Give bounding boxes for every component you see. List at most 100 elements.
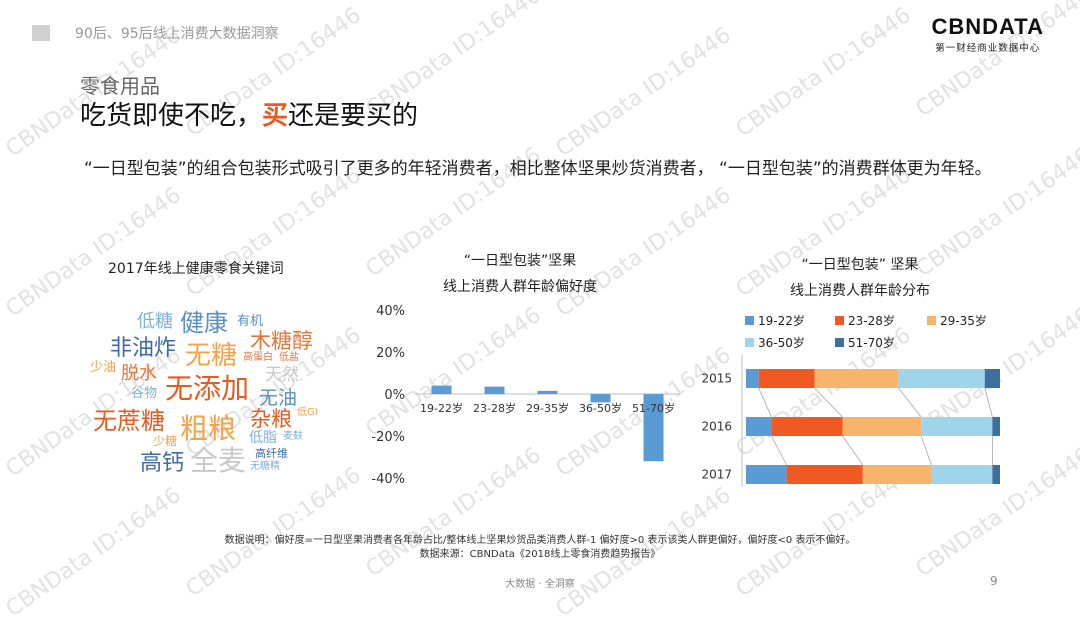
distribution-segment — [992, 417, 1000, 436]
logo-main: CBNDATA — [931, 14, 1044, 39]
y-tick-label: 0% — [384, 388, 405, 403]
wordcloud-word: 低GI — [297, 407, 318, 418]
x-tick-label: 19-22岁 — [420, 401, 463, 415]
wordcloud-word: 无油 — [259, 387, 298, 409]
year-label: 2016 — [701, 420, 732, 434]
slide-subtitle: 零食用品 — [80, 74, 160, 98]
wordcloud-word: 全麦 — [190, 444, 247, 477]
headline-post: 还是要买的 — [288, 101, 419, 131]
distribution-segment — [746, 465, 787, 484]
wordcloud-word: 低盐 — [279, 352, 299, 363]
legend-swatch — [745, 316, 754, 325]
distribution-segment — [898, 369, 985, 388]
data-source: 数据来源：CBNData《2018线上零食消费趋势报告》 — [419, 549, 661, 560]
distribution-segment — [842, 417, 922, 436]
x-tick-label: 23-28岁 — [473, 401, 516, 415]
legend-label: 19-22岁 — [758, 314, 805, 328]
wordcloud-word: 麦麸 — [283, 431, 303, 442]
series-connector — [920, 435, 932, 466]
x-tick-label: 29-35岁 — [526, 401, 569, 415]
distribution-segment — [746, 417, 772, 436]
legend-label: 36-50岁 — [758, 336, 805, 350]
headline-pre: 吃货即使不吃， — [80, 101, 263, 131]
chart-title-line: “一日型包装” 坚果 — [801, 257, 919, 273]
watermark: CBNData ID:16446 — [731, 2, 916, 143]
x-tick-label: 51-70岁 — [632, 401, 675, 415]
legend-item: 51-70岁 — [835, 334, 895, 351]
wordcloud: 低糖 健康 有机非油炸 木糖醇 无糖 高蛋白 低盐少油 脱水 天然谷物 无添加 无油 杂粮 低GI 无蔗糖… — [85, 305, 325, 485]
legend-swatch — [927, 316, 936, 325]
preference-chart-title: “一日型包装”坚果线上消费人群年龄偏好度 — [420, 248, 620, 300]
preference-bar — [431, 385, 452, 394]
y-tick-label: 40% — [376, 304, 405, 319]
distribution-segment — [931, 465, 993, 484]
wordcloud-word: 无糖 — [185, 341, 238, 371]
distribution-segment — [984, 369, 1000, 388]
slide-headline: 吃货即使不吃，买还是要买的 — [80, 95, 418, 132]
chart-title-line: 线上消费人群年龄分布 — [790, 283, 930, 299]
wordcloud-word: 低糖 — [137, 311, 173, 332]
distribution-segment — [746, 369, 759, 388]
wordcloud-word: 无蔗糖 — [93, 407, 165, 435]
headline-highlight: 买 — [262, 101, 289, 131]
legend-swatch — [835, 338, 844, 347]
y-tick-label: -20% — [371, 430, 405, 445]
distribution-segment — [921, 417, 993, 436]
logo-sub: 第一财经商业数据中心 — [935, 43, 1041, 54]
y-tick-label: -40% — [371, 472, 405, 487]
series-connector — [758, 387, 772, 418]
watermark: CBNData ID:16446 — [1, 182, 186, 323]
series-connector — [771, 435, 787, 466]
legend-item: 23-28岁 — [835, 312, 895, 329]
legend-item: 36-50岁 — [745, 334, 805, 351]
data-note: 数据说明：偏好度=一日型坚果消费者各年龄占比/整体线上坚果炒货品类消费人群-1 … — [224, 535, 856, 546]
distribution-chart: 2015 2016 2017 — [701, 355, 1000, 487]
wordcloud-word: 天然 — [265, 365, 299, 385]
series-connector — [842, 435, 864, 466]
wordcloud-word: 非油炸 — [110, 336, 177, 361]
legend-label: 51-70岁 — [848, 336, 895, 350]
preference-chart: 40% 20% 0% -20% -40% 19-22岁 23-28岁 29-35岁 36-50岁… — [371, 304, 680, 487]
legend-item: 29-35岁 — [927, 312, 987, 329]
distribution-segment — [771, 417, 843, 436]
distribution-chart-title: “一日型包装” 坚果 线上消费人群年龄分布 — [760, 252, 960, 304]
wordcloud-word: 高纤维 — [255, 447, 288, 460]
preference-bar — [643, 394, 664, 462]
legend-label: 23-28岁 — [848, 314, 895, 328]
wordcloud-word: 少油 — [90, 360, 117, 375]
chart-title-line: 线上消费人群年龄偏好度 — [443, 279, 597, 295]
wordcloud-word: 杂粮 — [250, 407, 292, 431]
wordcloud-word: 少糖 — [153, 434, 178, 448]
year-label: 2017 — [701, 468, 732, 482]
wordcloud-word: 高钙 — [140, 451, 185, 476]
legend-label: 29-35岁 — [940, 314, 987, 328]
distribution-segment — [862, 465, 932, 484]
wordcloud-word: 无糖精 — [250, 461, 280, 472]
series-connector — [814, 387, 843, 418]
series-connector — [984, 387, 993, 418]
header-square-icon — [32, 25, 50, 41]
chart-title-line: “一日型包装”坚果 — [463, 253, 577, 269]
wordcloud-word: 无添加 — [165, 372, 250, 405]
wordcloud-word: 粗粮 — [180, 412, 237, 445]
distribution-legend: 19-22岁 23-28岁 29-35岁 36-50岁 51-70岁 — [745, 312, 1045, 352]
page-number: 9 — [990, 574, 998, 588]
wordcloud-word: 健康 — [180, 309, 228, 337]
preference-bar — [537, 390, 558, 394]
legend-swatch — [835, 316, 844, 325]
distribution-segment — [992, 465, 1000, 484]
preference-bar — [484, 386, 505, 394]
x-tick-label: 36-50岁 — [579, 401, 622, 415]
wordcloud-word: 脱水 — [121, 363, 157, 384]
wordcloud-word: 高蛋白 — [243, 352, 273, 363]
distribution-segment — [814, 369, 899, 388]
year-label: 2015 — [701, 372, 732, 386]
wordcloud-word: 有机 — [237, 314, 264, 329]
legend-item: 19-22岁 — [745, 312, 805, 329]
watermark: CBNData ID:16446 — [551, 22, 736, 163]
y-tick-label: 20% — [376, 346, 405, 361]
wordcloud-word: 木糖醇 — [250, 329, 313, 353]
wordcloud-word: 谷物 — [131, 386, 158, 401]
footer-text: 大数据 · 全洞察 — [505, 579, 575, 590]
wordcloud-word: 低脂 — [249, 430, 277, 446]
